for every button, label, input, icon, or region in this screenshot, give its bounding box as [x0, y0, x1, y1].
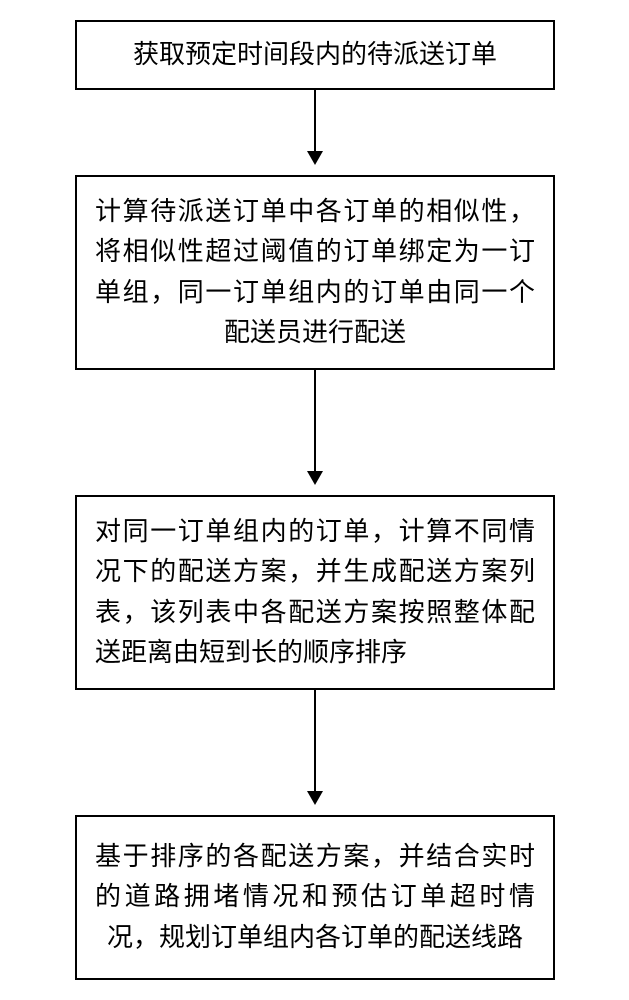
- flow-step-1-text: 获取预定时间段内的待派送订单: [133, 35, 497, 75]
- flow-step-4-text: 基于排序的各配送方案，并结合实时的道路拥堵情况和预估订单超时情况，规划订单组内各…: [95, 837, 535, 958]
- flow-arrow-2: [314, 370, 316, 483]
- flow-step-3-text: 对同一订单组内的订单，计算不同情况下的配送方案，并生成配送方案列表，该列表中各配…: [95, 512, 535, 673]
- flow-arrow-1: [314, 90, 316, 163]
- flow-step-2-text: 计算待派送订单中各订单的相似性，将相似性超过阈值的订单绑定为一订单组，同一订单组…: [95, 192, 535, 353]
- flow-arrow-3: [314, 690, 316, 803]
- flow-step-2: 计算待派送订单中各订单的相似性，将相似性超过阈值的订单绑定为一订单组，同一订单组…: [75, 175, 555, 370]
- flow-step-1: 获取预定时间段内的待派送订单: [75, 20, 555, 90]
- flow-step-4: 基于排序的各配送方案，并结合实时的道路拥堵情况和预估订单超时情况，规划订单组内各…: [75, 815, 555, 980]
- flowchart-container: 获取预定时间段内的待派送订单 计算待派送订单中各订单的相似性，将相似性超过阈值的…: [0, 0, 629, 1000]
- flow-step-3: 对同一订单组内的订单，计算不同情况下的配送方案，并生成配送方案列表，该列表中各配…: [75, 495, 555, 690]
